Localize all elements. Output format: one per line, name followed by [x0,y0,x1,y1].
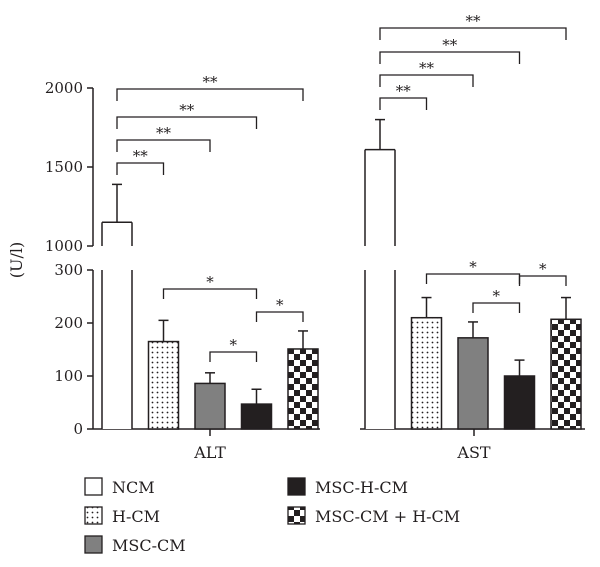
y-tick-label: 2000 [45,79,83,97]
significance-label: ** [179,101,195,119]
bar-lower-part [102,270,132,429]
significance-label: * [206,273,214,291]
significance-label: * [539,260,547,278]
significance-bracket [162,288,258,299]
significance-bracket [209,351,258,362]
bars-group [101,118,582,430]
legend-swatch [287,506,306,525]
legend: NCM H-CM MSC-CM MSC-H-CM MSC-CM + H-CM [84,477,460,555]
legend-swatch [84,477,103,496]
y-axis-label: (U/l) [7,242,26,278]
significance-label: ** [203,73,219,91]
bar [457,337,489,430]
significance-label: * [493,287,501,305]
legend-swatch [84,535,103,554]
significance-bracket [379,51,521,64]
legend-label: MSC-H-CM [315,478,408,497]
significance-bracket [116,88,304,101]
bar [240,403,273,430]
bar-upper-part [365,149,395,246]
significance-bracket [379,27,567,40]
legend-label: MSC-CM [112,536,186,555]
significance-label: ** [419,59,435,77]
significance-bracket [518,275,567,286]
y-tick-label: 1500 [45,158,83,176]
legend-swatch [287,477,306,496]
legend-label: NCM [112,478,155,497]
bar [147,340,180,430]
y-tick-label: 0 [73,420,83,438]
significance-label: ** [396,82,412,100]
legend-label: MSC-CM + H-CM [315,507,460,526]
significance-label: ** [133,147,149,165]
significance-label: ** [156,124,172,142]
significance-bracket [116,139,211,152]
y-tick-label: 100 [54,367,83,385]
significance-bracket [472,302,521,313]
bar [410,316,443,430]
significance-label: ** [466,12,482,30]
bar-upper-part [102,222,132,246]
bar [194,382,226,430]
bar-lower-part [365,270,395,429]
significance-bracket [255,311,304,322]
significance-label: * [230,336,238,354]
significance-label: * [469,258,477,276]
significance-group: ********************** [116,12,567,362]
legend-swatch [84,506,103,525]
bar [287,348,319,430]
significance-bracket [379,74,474,87]
significance-bracket [379,97,428,110]
y-tick-label: 1000 [45,237,83,255]
significance-bracket [116,162,165,175]
x-category-label: ALT [193,443,226,462]
significance-label: * [276,296,284,314]
y-tick-label: 200 [54,314,83,332]
significance-label: ** [442,36,458,54]
y-tick-label: 300 [54,261,83,279]
axes-group: 1000 1500 2000 0 100 200 300 (U/l) ALT AST [7,79,585,462]
x-category-label: AST [456,443,491,462]
bar [550,318,582,430]
significance-bracket [116,116,258,129]
bar [503,375,536,430]
legend-label: H-CM [112,507,160,526]
